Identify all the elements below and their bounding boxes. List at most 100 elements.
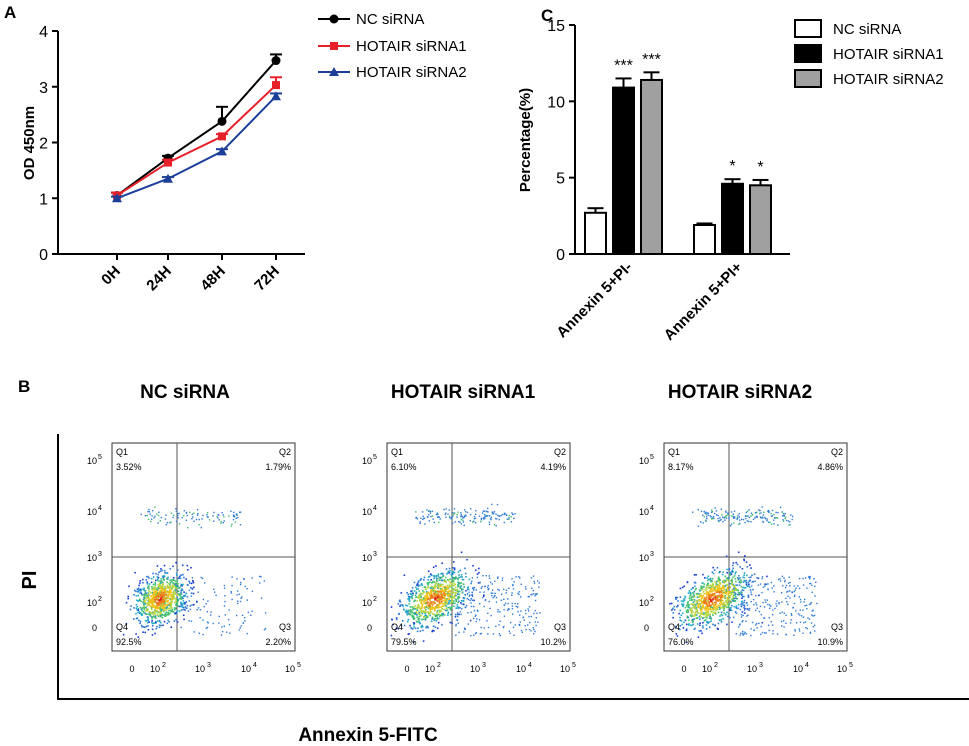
event-dot bbox=[761, 631, 764, 634]
event-dot bbox=[143, 587, 145, 590]
event-dot bbox=[459, 576, 462, 578]
y-axis-tick-exponent: 2 bbox=[98, 596, 102, 603]
event-dot bbox=[169, 584, 172, 587]
event-dot bbox=[427, 584, 429, 586]
event-dot bbox=[464, 594, 467, 596]
event-dot bbox=[725, 511, 727, 513]
event-dot bbox=[436, 594, 439, 596]
panel-b-flow-cytometry: NC siRNA HOTAIR siRNA1 HOTAIR siRNA2 PI … bbox=[19, 382, 969, 746]
event-dot bbox=[458, 574, 460, 576]
event-dot bbox=[195, 518, 198, 521]
event-dot bbox=[148, 508, 150, 511]
event-dot bbox=[451, 622, 453, 624]
event-dot bbox=[198, 524, 200, 526]
event-dot bbox=[180, 598, 183, 600]
event-dot bbox=[683, 598, 685, 600]
event-dot bbox=[260, 576, 262, 578]
event-dot bbox=[449, 600, 452, 602]
event-dot bbox=[472, 589, 475, 591]
event-dot bbox=[732, 516, 735, 518]
event-dot bbox=[692, 593, 695, 595]
event-dot bbox=[264, 612, 267, 614]
event-dot bbox=[133, 607, 135, 609]
event-dot bbox=[750, 521, 752, 523]
event-dot bbox=[200, 576, 202, 579]
event-dot bbox=[411, 606, 413, 608]
event-dot bbox=[744, 631, 746, 633]
event-dot bbox=[712, 586, 714, 588]
event-dot bbox=[425, 592, 428, 595]
series-line bbox=[116, 84, 277, 197]
event-dot bbox=[164, 594, 166, 596]
event-dot bbox=[814, 595, 816, 597]
event-dot bbox=[155, 601, 158, 604]
event-dot bbox=[701, 589, 703, 591]
event-dot bbox=[733, 594, 736, 597]
event-dot bbox=[709, 598, 711, 600]
event-dot bbox=[223, 605, 226, 607]
event-dot bbox=[470, 508, 472, 510]
legend-label: NC siRNA bbox=[356, 11, 424, 28]
event-dot bbox=[698, 630, 701, 632]
event-dot bbox=[461, 576, 463, 578]
event-dot bbox=[429, 512, 432, 514]
event-dot bbox=[687, 616, 690, 619]
event-dot bbox=[732, 513, 734, 515]
event-dot bbox=[239, 600, 242, 603]
event-dot bbox=[417, 627, 419, 629]
event-dots bbox=[669, 506, 818, 644]
event-dot bbox=[431, 606, 434, 608]
event-dot bbox=[692, 611, 694, 613]
event-dot bbox=[420, 601, 422, 604]
event-dot bbox=[406, 604, 409, 607]
event-dot bbox=[427, 598, 429, 600]
event-dot bbox=[740, 632, 742, 635]
event-dot bbox=[175, 607, 177, 610]
event-dot bbox=[172, 595, 174, 597]
event-dot bbox=[153, 606, 155, 608]
event-dot bbox=[150, 616, 153, 618]
event-dot bbox=[536, 580, 539, 582]
event-dot bbox=[424, 609, 427, 612]
event-dot bbox=[186, 514, 188, 517]
event-dot bbox=[435, 615, 437, 618]
y-axis-tick-label: 10 bbox=[87, 507, 97, 517]
event-dot bbox=[533, 582, 536, 584]
event-dot bbox=[156, 614, 159, 616]
event-dot bbox=[460, 582, 462, 584]
event-dot bbox=[175, 602, 178, 604]
event-dot bbox=[448, 600, 451, 602]
event-dot bbox=[711, 599, 714, 601]
event-dot bbox=[151, 515, 153, 517]
event-dot bbox=[430, 593, 433, 595]
event-dot bbox=[730, 609, 733, 612]
event-dot bbox=[419, 600, 421, 602]
event-dot bbox=[532, 593, 535, 595]
event-dot bbox=[723, 602, 725, 604]
event-dot bbox=[421, 607, 423, 609]
event-dot bbox=[693, 603, 696, 605]
event-dot bbox=[774, 517, 776, 519]
event-dot bbox=[705, 513, 707, 516]
event-dot bbox=[765, 632, 767, 634]
event-dot bbox=[406, 591, 408, 594]
event-dot bbox=[790, 619, 792, 621]
event-dot bbox=[465, 590, 467, 592]
event-dot bbox=[706, 579, 709, 582]
event-dot bbox=[421, 624, 423, 627]
event-dot bbox=[512, 588, 515, 590]
event-dot bbox=[700, 609, 702, 612]
event-dot bbox=[807, 576, 810, 578]
event-dot bbox=[397, 627, 399, 630]
event-dot bbox=[206, 514, 208, 516]
event-dot bbox=[180, 583, 182, 586]
event-dot bbox=[737, 514, 739, 517]
event-dot bbox=[770, 605, 772, 607]
event-dot bbox=[676, 635, 679, 637]
event-dot bbox=[147, 575, 149, 578]
event-dot bbox=[163, 564, 166, 567]
event-dot bbox=[222, 514, 224, 516]
event-dot bbox=[416, 583, 419, 585]
x-axis-tick-exponent: 5 bbox=[572, 662, 576, 669]
event-dot bbox=[125, 601, 128, 604]
